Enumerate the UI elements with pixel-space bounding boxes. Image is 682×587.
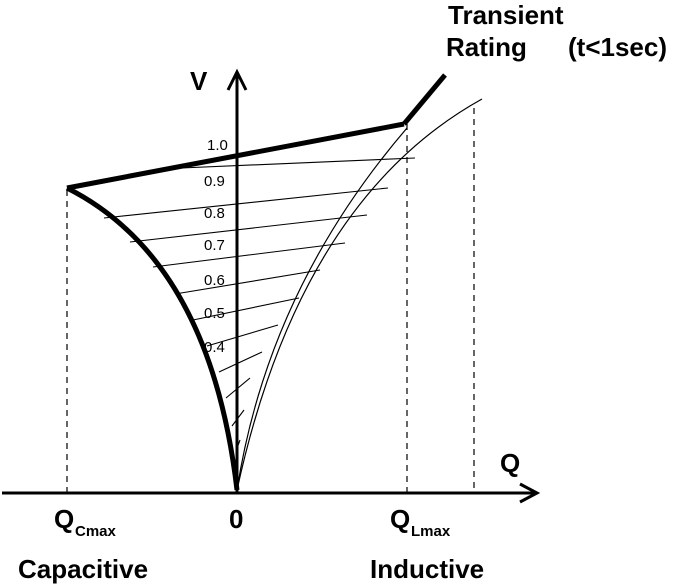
voltage-tick-label: 0.8 — [204, 205, 225, 222]
dashed-guides — [66, 108, 475, 493]
transient-rating-line — [402, 73, 447, 126]
transient-label-line3: (t<1sec) — [568, 32, 667, 62]
voltage-tick-label: 0.9 — [204, 173, 225, 190]
slope-line — [206, 324, 279, 347]
slope-line — [231, 409, 245, 427]
qcmax-label-subscript: Cmax — [75, 523, 117, 540]
slope-line — [218, 351, 263, 373]
axes — [2, 68, 541, 504]
slope-line — [225, 377, 251, 399]
voltage-tick-label: 0.5 — [204, 305, 225, 322]
capacitive-to-inductive-top-line — [66, 121, 405, 191]
voltage-tick-label: 0.4 — [204, 339, 225, 356]
v-axis-arrowhead — [226, 68, 248, 91]
capacitive-limit-curve — [65, 185, 240, 491]
qlmax-label-subscript: Lmax — [411, 523, 451, 540]
q-axis-label: Q — [500, 448, 520, 478]
inductive-label: Inductive — [370, 554, 484, 584]
origin-label: 0 — [229, 504, 243, 534]
capacitive-label: Capacitive — [18, 554, 148, 584]
slope-line — [157, 157, 416, 170]
qlmax-label: Q Lmax — [390, 504, 451, 540]
slope-line — [103, 187, 389, 219]
voltage-tick-label: 0.7 — [204, 237, 225, 254]
slope-line — [235, 439, 241, 452]
voltage-tick-label: 0.6 — [204, 272, 225, 289]
voltage-tick-labels: 1.0 0.9 0.8 0.7 0.6 0.5 0.4 — [204, 137, 228, 356]
transient-label-line2: Rating — [446, 32, 527, 62]
slope-line — [192, 297, 300, 321]
qcmax-label: Q Cmax — [54, 504, 117, 540]
inductive-curves — [236, 98, 483, 491]
transient-rating-curve — [236, 98, 483, 491]
operating-boundary — [65, 73, 447, 491]
qlmax-label-main: Q — [390, 504, 410, 534]
voltage-tick-label: 1.0 — [207, 137, 228, 154]
inductive-limit-curve — [236, 127, 408, 491]
qcmax-label-main: Q — [54, 504, 74, 534]
slope-line — [174, 269, 321, 295]
transient-label-line1: Transient — [448, 0, 564, 30]
slope-line — [129, 214, 368, 243]
q-axis-arrowhead — [519, 482, 541, 504]
transient-rating-annotation: Transient Rating (t<1sec) — [446, 0, 667, 62]
v-axis-label: V — [190, 66, 208, 96]
slope-line — [152, 242, 346, 268]
slope-lines — [103, 157, 416, 452]
